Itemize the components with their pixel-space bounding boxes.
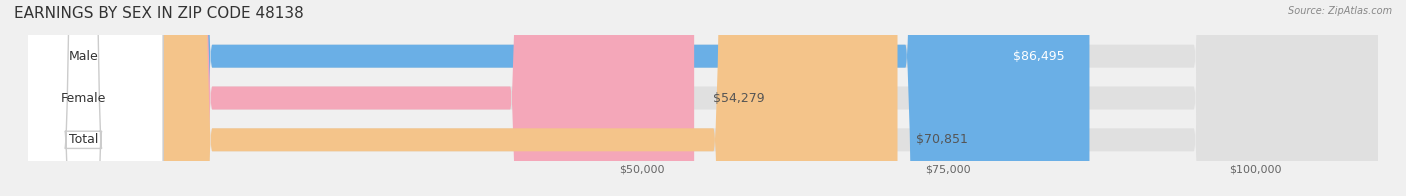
FancyBboxPatch shape bbox=[28, 0, 1090, 196]
Text: $70,851: $70,851 bbox=[915, 133, 967, 146]
Text: Female: Female bbox=[60, 92, 105, 104]
Text: Total: Total bbox=[69, 133, 98, 146]
FancyBboxPatch shape bbox=[28, 0, 1378, 196]
FancyBboxPatch shape bbox=[4, 0, 163, 196]
FancyBboxPatch shape bbox=[28, 0, 1378, 196]
FancyBboxPatch shape bbox=[28, 0, 1378, 196]
FancyBboxPatch shape bbox=[28, 0, 695, 196]
Text: Source: ZipAtlas.com: Source: ZipAtlas.com bbox=[1288, 6, 1392, 16]
Text: Male: Male bbox=[69, 50, 98, 63]
Text: $54,279: $54,279 bbox=[713, 92, 765, 104]
FancyBboxPatch shape bbox=[4, 0, 163, 196]
Text: $86,495: $86,495 bbox=[1014, 50, 1064, 63]
FancyBboxPatch shape bbox=[28, 0, 897, 196]
Text: EARNINGS BY SEX IN ZIP CODE 48138: EARNINGS BY SEX IN ZIP CODE 48138 bbox=[14, 6, 304, 21]
FancyBboxPatch shape bbox=[4, 0, 163, 196]
